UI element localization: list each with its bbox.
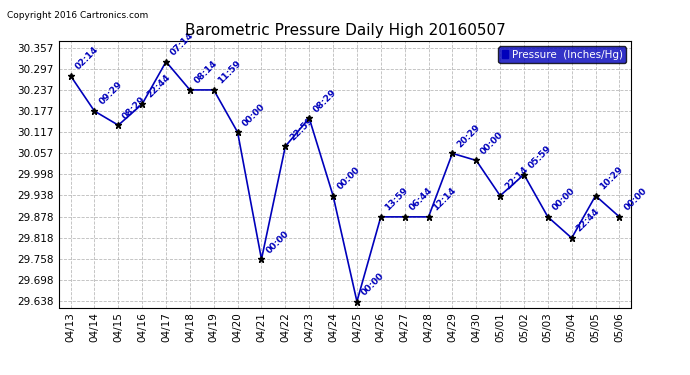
Text: 00:00: 00:00: [622, 186, 649, 213]
Text: Barometric Pressure Daily High 20160507: Barometric Pressure Daily High 20160507: [185, 22, 505, 38]
Text: 20:29: 20:29: [455, 123, 482, 149]
Text: 05:59: 05:59: [526, 144, 553, 170]
Text: 00:00: 00:00: [264, 229, 290, 255]
Text: 09:29: 09:29: [97, 80, 124, 107]
Text: 11:59: 11:59: [217, 59, 244, 86]
Text: Copyright 2016 Cartronics.com: Copyright 2016 Cartronics.com: [7, 11, 148, 20]
Text: 10:29: 10:29: [598, 165, 625, 192]
Text: 08:14: 08:14: [193, 59, 219, 86]
Text: 00:00: 00:00: [359, 271, 386, 297]
Text: 08:29: 08:29: [312, 87, 339, 114]
Text: 22:44: 22:44: [145, 73, 172, 100]
Text: 22:44: 22:44: [575, 207, 601, 234]
Legend: Pressure  (Inches/Hg): Pressure (Inches/Hg): [498, 46, 626, 63]
Text: 08:29: 08:29: [121, 94, 148, 121]
Text: 06:44: 06:44: [407, 186, 434, 213]
Text: 22:14: 22:14: [503, 165, 530, 192]
Text: 13:59: 13:59: [384, 186, 411, 213]
Text: 07:14: 07:14: [169, 31, 195, 57]
Text: 22:59: 22:59: [288, 116, 315, 142]
Text: 00:00: 00:00: [551, 186, 577, 213]
Text: 00:00: 00:00: [240, 102, 266, 128]
Text: 02:14: 02:14: [73, 45, 100, 72]
Text: 00:00: 00:00: [336, 165, 362, 192]
Text: 12:14: 12:14: [431, 186, 458, 213]
Text: 00:00: 00:00: [479, 130, 505, 156]
